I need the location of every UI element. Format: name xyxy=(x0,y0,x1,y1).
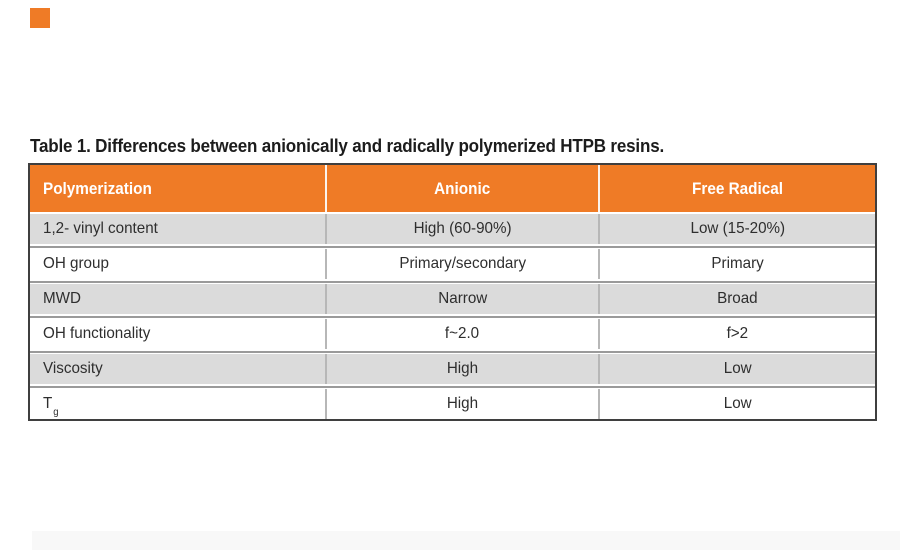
tg-symbol: T xyxy=(43,395,53,412)
cell-text: Tg xyxy=(43,395,59,418)
cell-text: OH functionality xyxy=(43,325,151,342)
header-label: Free Radical xyxy=(691,178,783,198)
header-label: Anionic xyxy=(434,178,491,198)
row-divider xyxy=(30,244,875,249)
free-radical-cell: Low xyxy=(600,389,875,419)
header-cell-anionic: Anionic xyxy=(327,165,600,212)
cell-text: Primary xyxy=(711,255,764,272)
free-radical-cell: Low xyxy=(600,354,875,384)
cell-text: Low (15-20%) xyxy=(690,220,785,237)
free-radical-cell: Low (15-20%) xyxy=(600,214,875,244)
property-cell: OH group xyxy=(30,249,327,279)
cell-text: MWD xyxy=(43,290,81,307)
anionic-cell: High (60-90%) xyxy=(327,214,600,244)
free-radical-cell: Broad xyxy=(600,284,875,314)
anionic-cell: f~2.0 xyxy=(327,319,600,349)
cell-text: Broad xyxy=(717,290,758,307)
cell-text: High xyxy=(446,360,479,377)
cell-text: Viscosity xyxy=(43,360,103,377)
property-cell: MWD xyxy=(30,284,327,314)
cell-text: OH group xyxy=(43,255,109,272)
cell-text: 1,2- vinyl content xyxy=(43,220,158,237)
table-row-viscosity: Viscosity High Low xyxy=(30,354,875,384)
cell-text: High (60-90%) xyxy=(413,220,512,237)
header-body-gap xyxy=(30,212,875,214)
row-divider xyxy=(30,349,875,354)
anionic-cell: Narrow xyxy=(327,284,600,314)
table-row-oh-group: OH group Primary/secondary Primary xyxy=(30,249,875,279)
cell-text: Primary/secondary xyxy=(399,255,526,272)
free-radical-cell: f>2 xyxy=(600,319,875,349)
property-cell: Viscosity xyxy=(30,354,327,384)
cell-text: f~2.0 xyxy=(445,325,480,342)
table-row-vinyl-content: 1,2- vinyl content High (60-90%) Low (15… xyxy=(30,214,875,244)
cell-text: High xyxy=(446,395,479,412)
row-divider xyxy=(30,279,875,284)
header-label: Polymerization xyxy=(43,178,152,198)
table-row-tg: Tg High Low xyxy=(30,389,875,419)
table-row-oh-functionality: OH functionality f~2.0 f>2 xyxy=(30,319,875,349)
header-cell-polymerization: Polymerization xyxy=(30,165,327,212)
property-cell: Tg xyxy=(30,389,327,419)
property-cell: 1,2- vinyl content xyxy=(30,214,327,244)
anionic-cell: Primary/secondary xyxy=(327,249,600,279)
anionic-cell: High xyxy=(327,354,600,384)
table-row-mwd: MWD Narrow Broad xyxy=(30,284,875,314)
comparison-table: Polymerization Anionic Free Radical 1,2-… xyxy=(28,163,877,421)
tg-subscript: g xyxy=(53,407,59,419)
cell-text: f>2 xyxy=(726,325,749,342)
cell-text: Narrow xyxy=(438,290,487,307)
cell-text: Low xyxy=(723,395,752,412)
row-divider xyxy=(30,384,875,389)
free-radical-cell: Primary xyxy=(600,249,875,279)
header-cell-free-radical: Free Radical xyxy=(600,165,875,212)
property-cell: OH functionality xyxy=(30,319,327,349)
page-bottom-strip xyxy=(32,531,900,550)
anionic-cell: High xyxy=(327,389,600,419)
table-header-row: Polymerization Anionic Free Radical xyxy=(30,165,875,212)
row-divider xyxy=(30,314,875,319)
orange-corner-square xyxy=(30,8,50,28)
cell-text: Low xyxy=(723,360,752,377)
table-caption: Table 1. Differences between anionically… xyxy=(30,135,665,156)
